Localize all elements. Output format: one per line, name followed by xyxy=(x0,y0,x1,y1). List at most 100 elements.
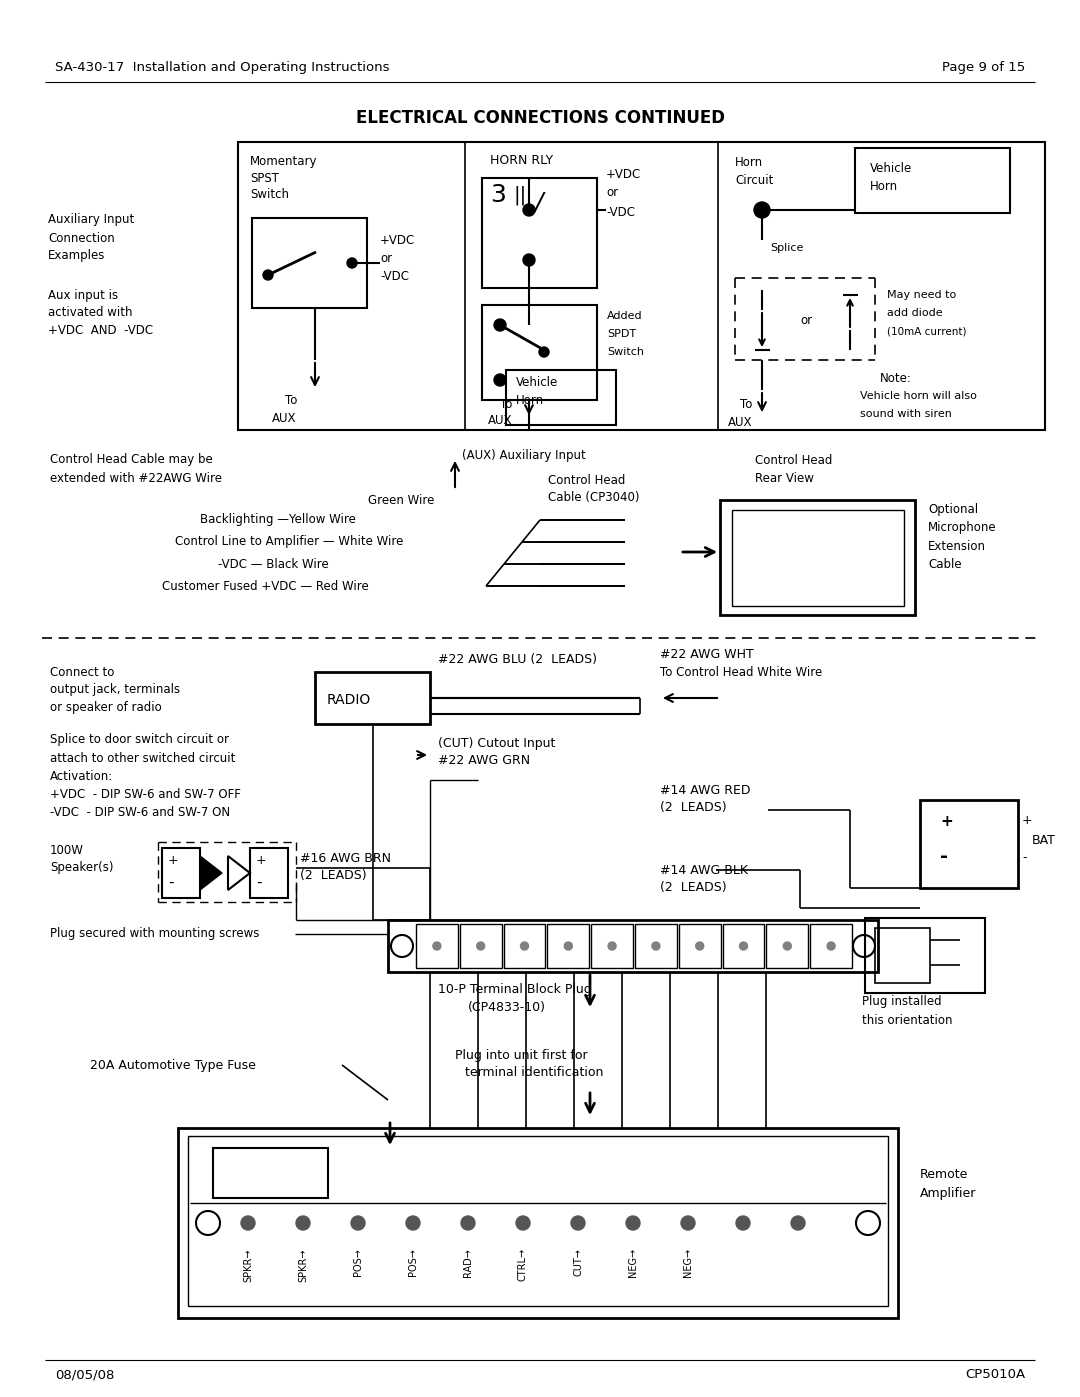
Text: +: + xyxy=(940,814,953,830)
Text: #22 AWG GRN: #22 AWG GRN xyxy=(438,754,530,767)
Text: Connection: Connection xyxy=(48,232,114,244)
Text: -VDC  - DIP SW-6 and SW-7 ON: -VDC - DIP SW-6 and SW-7 ON xyxy=(50,806,230,819)
Circle shape xyxy=(516,1215,530,1229)
Circle shape xyxy=(351,1215,365,1229)
Text: CP5010A: CP5010A xyxy=(964,1369,1025,1382)
Text: AUX: AUX xyxy=(488,414,513,426)
Text: AUX: AUX xyxy=(272,412,297,425)
Text: -VDC — Black Wire: -VDC — Black Wire xyxy=(218,557,328,570)
Bar xyxy=(875,928,930,983)
Text: Connect to: Connect to xyxy=(50,665,114,679)
Text: ELECTRICAL CONNECTIONS CONTINUED: ELECTRICAL CONNECTIONS CONTINUED xyxy=(355,109,725,127)
Text: 3: 3 xyxy=(490,183,505,207)
Text: Horn: Horn xyxy=(870,180,899,194)
Text: Splice: Splice xyxy=(770,243,804,253)
Circle shape xyxy=(241,1215,255,1229)
Text: (CUT) Cutout Input: (CUT) Cutout Input xyxy=(438,736,555,750)
Bar xyxy=(460,923,501,968)
Text: terminal identification: terminal identification xyxy=(465,1066,604,1080)
Circle shape xyxy=(608,942,616,950)
Circle shape xyxy=(652,942,660,950)
Text: #14 AWG RED: #14 AWG RED xyxy=(660,784,751,796)
Bar xyxy=(865,918,985,993)
Circle shape xyxy=(521,942,528,950)
Text: To Control Head White Wire: To Control Head White Wire xyxy=(660,666,822,679)
Circle shape xyxy=(791,1215,805,1229)
Circle shape xyxy=(476,942,485,950)
Text: NEG→: NEG→ xyxy=(627,1248,638,1277)
Text: /: / xyxy=(535,190,543,214)
Text: Extension: Extension xyxy=(928,539,986,552)
Text: Plug installed: Plug installed xyxy=(862,996,942,1009)
Text: output jack, terminals: output jack, terminals xyxy=(50,683,180,697)
Circle shape xyxy=(564,942,572,950)
Text: +VDC  AND  -VDC: +VDC AND -VDC xyxy=(48,324,153,338)
Text: 10-P Terminal Block Plug: 10-P Terminal Block Plug xyxy=(438,983,592,996)
Text: Page 9 of 15: Page 9 of 15 xyxy=(942,61,1025,74)
Text: RADIO: RADIO xyxy=(327,693,372,707)
Text: Rear View: Rear View xyxy=(755,472,814,485)
Bar xyxy=(178,1127,897,1317)
Text: -: - xyxy=(256,875,261,890)
Polygon shape xyxy=(228,856,249,890)
Text: +VDC  - DIP SW-6 and SW-7 OFF: +VDC - DIP SW-6 and SW-7 OFF xyxy=(50,788,241,800)
Text: Control Head Cable may be: Control Head Cable may be xyxy=(50,454,213,467)
Bar xyxy=(315,672,430,724)
Circle shape xyxy=(626,1215,640,1229)
Text: SA-430-17  Installation and Operating Instructions: SA-430-17 Installation and Operating Ins… xyxy=(55,61,390,74)
Circle shape xyxy=(296,1215,310,1229)
Circle shape xyxy=(539,346,549,358)
Bar xyxy=(810,923,852,968)
Text: SPKR→: SPKR→ xyxy=(243,1248,253,1281)
Bar xyxy=(767,923,808,968)
Text: SPDT: SPDT xyxy=(607,330,636,339)
Circle shape xyxy=(571,1215,585,1229)
Circle shape xyxy=(494,374,507,386)
Bar xyxy=(503,923,545,968)
Bar xyxy=(855,148,1010,212)
Polygon shape xyxy=(200,856,222,890)
Text: Vehicle: Vehicle xyxy=(516,376,558,388)
Bar xyxy=(249,848,288,898)
Text: SPKR→: SPKR→ xyxy=(298,1248,308,1281)
Text: -: - xyxy=(168,875,174,890)
Bar xyxy=(732,510,904,606)
Circle shape xyxy=(827,942,835,950)
Text: POS→: POS→ xyxy=(353,1248,363,1275)
Text: Microphone: Microphone xyxy=(928,521,997,535)
Text: Cable: Cable xyxy=(928,557,961,570)
Bar xyxy=(723,923,765,968)
Text: May need to: May need to xyxy=(887,291,956,300)
Text: Switch: Switch xyxy=(249,187,289,201)
Text: Optional: Optional xyxy=(928,503,978,517)
Text: Horn: Horn xyxy=(735,155,764,169)
Text: Examples: Examples xyxy=(48,250,106,263)
Bar xyxy=(679,923,720,968)
Text: activated with: activated with xyxy=(48,306,133,320)
Circle shape xyxy=(461,1215,475,1229)
Text: Control Head: Control Head xyxy=(548,474,625,486)
Bar xyxy=(507,370,616,425)
Bar xyxy=(635,923,677,968)
Bar xyxy=(388,921,878,972)
Bar xyxy=(591,923,633,968)
Text: (10mA current): (10mA current) xyxy=(887,326,967,337)
Text: (2  LEADS): (2 LEADS) xyxy=(300,869,366,883)
Circle shape xyxy=(264,270,273,279)
Text: (2  LEADS): (2 LEADS) xyxy=(660,802,727,814)
Text: Added: Added xyxy=(607,312,643,321)
Text: Switch: Switch xyxy=(607,346,644,358)
Text: Amplifier: Amplifier xyxy=(920,1186,976,1200)
Text: +VDC: +VDC xyxy=(380,233,415,246)
Circle shape xyxy=(406,1215,420,1229)
Text: To: To xyxy=(285,394,297,407)
Text: #22 AWG WHT: #22 AWG WHT xyxy=(660,648,754,662)
Text: Control Line to Amplifier — White Wire: Control Line to Amplifier — White Wire xyxy=(175,535,403,549)
Text: HORN RLY: HORN RLY xyxy=(490,154,553,166)
Text: Speaker(s): Speaker(s) xyxy=(50,862,113,875)
Text: (2  LEADS): (2 LEADS) xyxy=(660,882,727,894)
Circle shape xyxy=(347,258,357,268)
Text: attach to other switched circuit: attach to other switched circuit xyxy=(50,752,235,764)
Text: +: + xyxy=(1022,813,1032,827)
Text: Vehicle horn will also: Vehicle horn will also xyxy=(860,391,977,401)
